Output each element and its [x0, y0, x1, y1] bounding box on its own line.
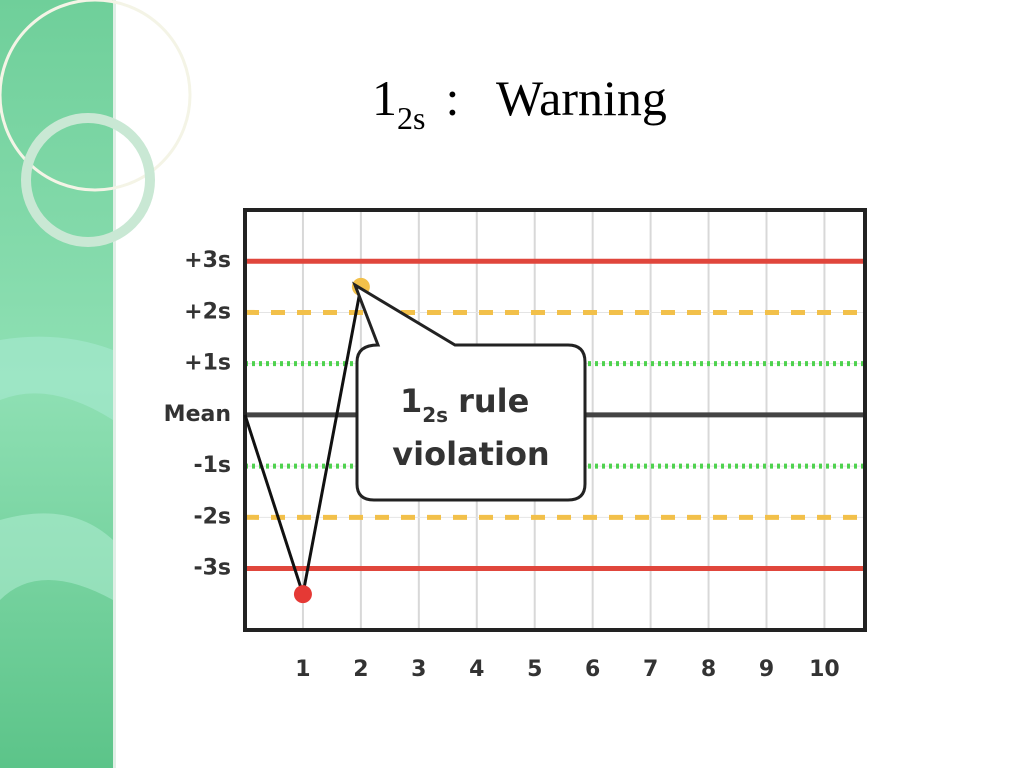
x-tick-label: 5 [527, 657, 542, 682]
plot-frame [243, 208, 867, 632]
y-tick-label: +3s [184, 248, 231, 273]
callout [352, 281, 587, 502]
x-tick-label: 1 [295, 657, 310, 682]
title-main: 1 [372, 70, 397, 126]
x-tick-label: 6 [585, 657, 600, 682]
annotation-line1: 12s rule [400, 382, 529, 427]
decor-circle [0, 0, 192, 192]
y-tick-label: +2s [184, 299, 231, 324]
annotation-suffix: rule [458, 382, 529, 420]
x-tick-label: 4 [469, 657, 484, 682]
x-tick-label: 7 [643, 657, 658, 682]
title-suffix: : Warning [445, 70, 666, 126]
x-tick-label: 9 [759, 657, 774, 682]
y-tick-label: +1s [184, 351, 231, 376]
decor-wave [0, 513, 113, 600]
y-tick-label: -3s [193, 556, 231, 581]
x-tick-label: 8 [701, 657, 716, 682]
annotation-subscript: 2s [422, 403, 448, 427]
y-tick-label: -1s [193, 453, 231, 478]
slide-title: 12s : Warning [372, 70, 667, 136]
y-tick-label: Mean [164, 402, 231, 427]
annotation-line2: violation [392, 435, 549, 473]
x-tick-label: 10 [809, 657, 840, 682]
x-tick-label: 2 [353, 657, 368, 682]
annotation-text: 1 [400, 382, 422, 420]
point [293, 585, 312, 604]
decor-wave [0, 336, 113, 420]
x-tick-label: 3 [411, 657, 426, 682]
title-subscript: 2s [397, 100, 425, 136]
y-tick-label: -2s [193, 504, 231, 529]
decor-circle [21, 113, 155, 247]
side-edge [113, 0, 116, 768]
